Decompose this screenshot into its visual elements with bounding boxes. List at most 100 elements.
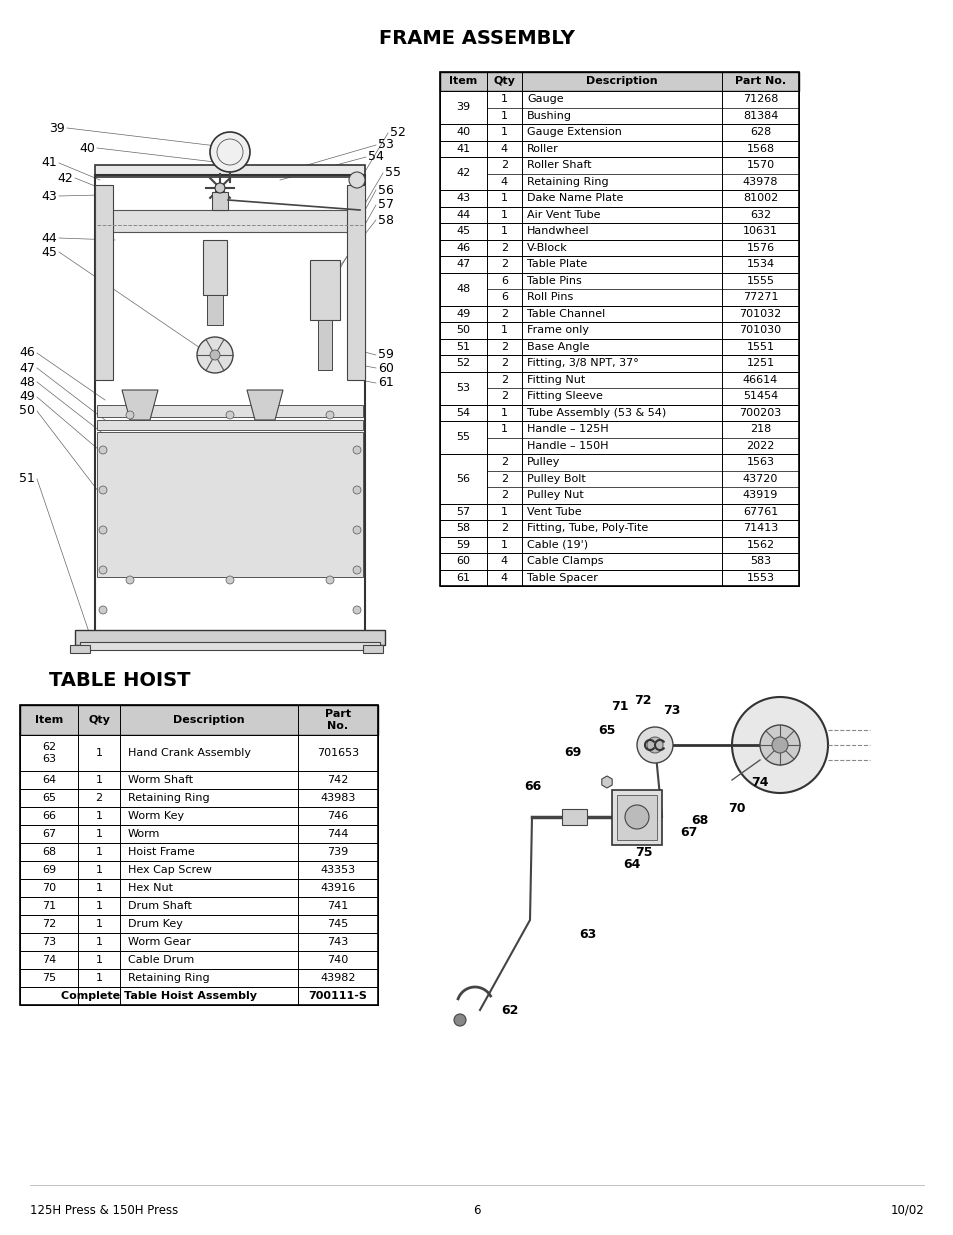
Text: 71: 71: [611, 700, 628, 714]
Bar: [20, 897, 377, 915]
Text: 6: 6: [500, 275, 507, 285]
Bar: [20, 825, 377, 844]
Text: Pulley Nut: Pulley Nut: [526, 490, 583, 500]
Text: 2: 2: [500, 342, 508, 352]
Text: TABLE HOIST: TABLE HOIST: [50, 671, 191, 689]
Text: 6: 6: [473, 1203, 480, 1216]
Text: Base Angle: Base Angle: [526, 342, 589, 352]
Text: 56: 56: [377, 184, 394, 196]
Text: Cable Drum: Cable Drum: [128, 955, 194, 965]
Text: 741: 741: [327, 902, 348, 911]
Text: Retaining Ring: Retaining Ring: [128, 973, 210, 983]
Text: Hand Crank Assembly: Hand Crank Assembly: [128, 748, 251, 758]
Text: 58: 58: [377, 214, 394, 226]
Text: 700203: 700203: [739, 408, 781, 417]
Text: 1: 1: [500, 111, 507, 121]
Text: 1: 1: [95, 776, 102, 785]
Circle shape: [353, 606, 360, 614]
Text: 43: 43: [456, 193, 470, 204]
Text: Roll Pins: Roll Pins: [526, 293, 573, 303]
Text: 43916: 43916: [320, 883, 355, 893]
Text: Hex Nut: Hex Nut: [128, 883, 172, 893]
Text: 43919: 43919: [742, 490, 778, 500]
Text: 2: 2: [500, 259, 508, 269]
Text: 2: 2: [500, 457, 508, 467]
Bar: [439, 454, 799, 504]
Text: Item: Item: [35, 715, 63, 725]
Text: 1: 1: [500, 408, 507, 417]
Bar: [70, 645, 90, 653]
Text: 64: 64: [622, 858, 640, 872]
Text: 218: 218: [749, 425, 770, 435]
Bar: [95, 165, 365, 177]
Text: 70: 70: [727, 802, 745, 815]
Text: 54: 54: [456, 408, 470, 417]
Bar: [439, 240, 799, 256]
Text: 81384: 81384: [742, 111, 778, 121]
Text: 41: 41: [456, 143, 470, 153]
Text: Part No.: Part No.: [734, 77, 785, 86]
Circle shape: [349, 172, 365, 188]
Text: 60: 60: [456, 556, 470, 567]
Text: 125H Press & 150H Press: 125H Press & 150H Press: [30, 1203, 178, 1216]
Text: 1: 1: [95, 847, 102, 857]
Text: 1: 1: [95, 864, 102, 876]
Text: Table Spacer: Table Spacer: [526, 573, 598, 583]
Polygon shape: [247, 390, 283, 420]
Text: 71268: 71268: [742, 94, 778, 104]
Text: Retaining Ring: Retaining Ring: [128, 793, 210, 803]
Text: 1: 1: [500, 94, 507, 104]
Polygon shape: [122, 390, 158, 420]
Circle shape: [353, 566, 360, 574]
Text: 1: 1: [500, 226, 507, 236]
Text: Roller Shaft: Roller Shaft: [526, 161, 591, 170]
Bar: [439, 206, 799, 224]
Text: Description: Description: [585, 77, 658, 86]
Text: Fitting, 3/8 NPT, 37°: Fitting, 3/8 NPT, 37°: [526, 358, 639, 368]
Text: FRAME ASSEMBLY: FRAME ASSEMBLY: [378, 28, 575, 47]
Text: 1570: 1570: [745, 161, 774, 170]
Text: 69: 69: [42, 864, 56, 876]
Bar: [20, 932, 377, 951]
Text: 54: 54: [368, 151, 383, 163]
Circle shape: [99, 566, 107, 574]
Text: 1: 1: [500, 506, 507, 516]
Text: 4: 4: [500, 556, 508, 567]
Text: 70: 70: [42, 883, 56, 893]
Text: 72: 72: [634, 694, 651, 706]
Text: Handwheel: Handwheel: [526, 226, 589, 236]
Text: 1: 1: [500, 210, 507, 220]
Bar: [20, 806, 377, 825]
Circle shape: [454, 1014, 465, 1026]
Text: 44: 44: [41, 231, 57, 245]
Bar: [439, 421, 799, 454]
Text: 1: 1: [500, 540, 507, 550]
Text: 1555: 1555: [745, 275, 774, 285]
Text: 71: 71: [42, 902, 56, 911]
Text: 56: 56: [456, 474, 470, 484]
Text: 62
63: 62 63: [42, 742, 56, 763]
Bar: [612, 790, 661, 845]
Text: 4: 4: [500, 573, 508, 583]
Text: Hex Cap Screw: Hex Cap Screw: [128, 864, 212, 876]
Text: Table Plate: Table Plate: [526, 259, 587, 269]
Bar: [439, 305, 799, 322]
Circle shape: [326, 576, 334, 584]
Text: 75: 75: [635, 846, 652, 858]
Text: 1: 1: [95, 829, 102, 839]
Text: 77271: 77271: [742, 293, 778, 303]
Text: 43982: 43982: [320, 973, 355, 983]
Text: 49: 49: [456, 309, 470, 319]
Text: 59: 59: [377, 348, 394, 362]
Text: 4: 4: [500, 143, 508, 153]
Text: Handle – 125H: Handle – 125H: [526, 425, 608, 435]
Bar: [439, 157, 799, 190]
Bar: [439, 141, 799, 157]
Text: 55: 55: [456, 432, 470, 442]
Bar: [20, 735, 377, 771]
Text: Bushing: Bushing: [526, 111, 572, 121]
Text: 75: 75: [42, 973, 56, 983]
Text: 2: 2: [500, 161, 508, 170]
Text: 48: 48: [19, 375, 35, 389]
Text: 69: 69: [564, 746, 581, 760]
